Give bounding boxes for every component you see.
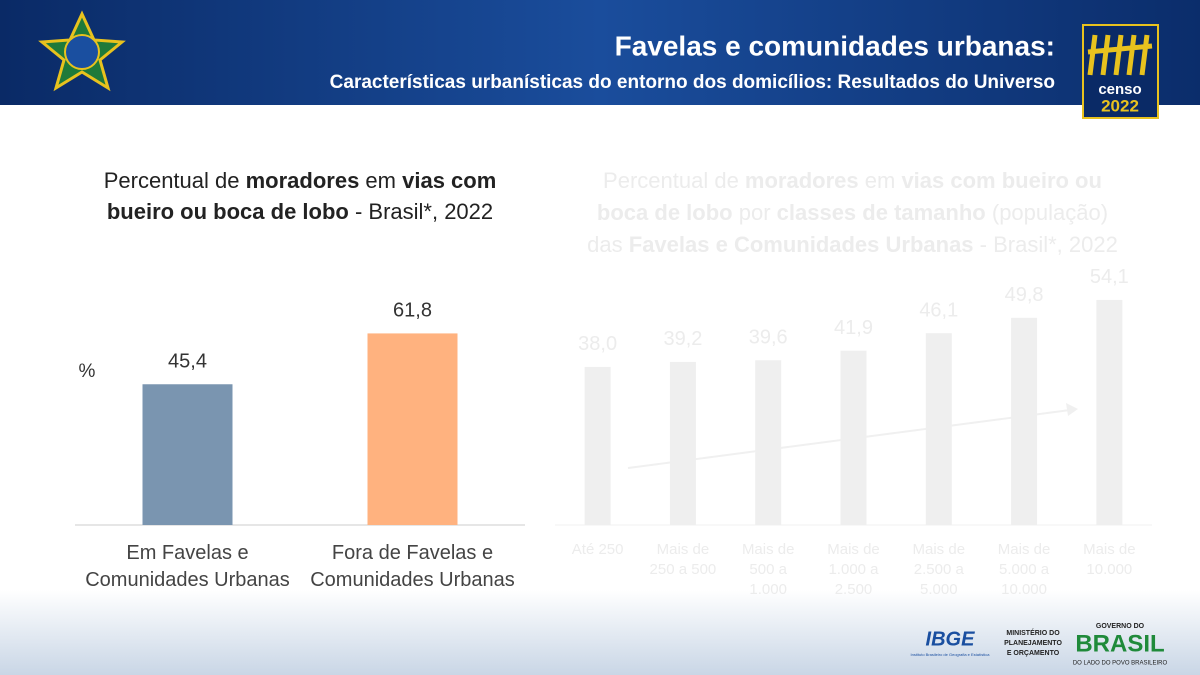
title-part: - Brasil*, 2022 <box>973 232 1118 257</box>
value-label: 39,6 <box>749 327 788 349</box>
value-label: 38,0 <box>578 333 617 355</box>
ibge-sub: Instituto Brasileiro de Geografia e Esta… <box>911 652 991 657</box>
title-part: Percentual de <box>603 168 745 193</box>
y-axis-label: % <box>79 361 96 382</box>
value-label: 46,1 <box>919 300 958 322</box>
ministry: E ORÇAMENTO <box>1007 650 1060 657</box>
x-tick-label: Mais de 250 a 500 <box>649 541 717 578</box>
bar <box>367 333 458 525</box>
logo-text: censo <box>1098 81 1141 98</box>
bar <box>584 366 611 525</box>
chart-title: Percentual de moradores em vias com buei… <box>580 165 1125 261</box>
value-label: 49,8 <box>1005 284 1044 306</box>
footer-logos: IBGE Instituto Brasileiro de Geografia e… <box>911 623 1168 667</box>
ibge-logo: IBGE <box>926 628 976 650</box>
ministry: PLANEJAMENTO <box>1004 640 1062 647</box>
title-part: vias com bueiro ou boca de lobo <box>596 168 1102 225</box>
title-part: classes de tamanho <box>776 200 986 225</box>
x-tick-label: Mais de 1.000 a 2.500 <box>827 541 880 598</box>
title-part: vias com bueiro ou boca de lobo <box>106 168 497 224</box>
logo-year: 2022 <box>1101 96 1139 115</box>
title-part: (população) das <box>587 200 1109 257</box>
x-tick-label: Em Favelas e Comunidades Urbanas <box>85 542 290 591</box>
title-part: Favelas e Comunidades Urbanas <box>628 232 974 257</box>
bar <box>1011 317 1038 525</box>
value-label: 61,8 <box>393 300 432 322</box>
title-part: Percentual de <box>103 168 246 193</box>
header-subtitle: Características urbanísticas do entorno … <box>330 72 1055 93</box>
gov-name: BRASIL <box>1075 630 1164 657</box>
header-title: Favelas e comunidades urbanas: <box>615 30 1055 61</box>
chart-title: Percentual de moradores em vias com buei… <box>80 165 520 227</box>
x-tick-label: Fora de Favelas e Comunidades Urbanas <box>310 542 515 591</box>
title-part: em <box>858 168 902 193</box>
bar <box>1096 299 1123 525</box>
bar <box>755 360 782 525</box>
value-label: 54,1 <box>1090 266 1129 288</box>
x-tick-label: Mais de 5.000 a 10.000 <box>997 541 1051 598</box>
title-part: em <box>359 168 403 193</box>
title-part: por <box>732 200 777 225</box>
x-tick-label: Até 250 <box>571 541 624 558</box>
bar <box>925 333 952 525</box>
gov-sub: DO LADO DO POVO BRASILEIRO <box>1073 661 1168 667</box>
x-tick-label: Mais de 10.000 <box>1083 541 1136 578</box>
censo-logo: censo 2022 <box>1082 24 1159 119</box>
value-label: 45,4 <box>168 351 207 373</box>
gov-top: GOVERNO DO <box>1096 623 1145 630</box>
value-label: 41,9 <box>834 317 873 339</box>
footer-band <box>0 590 1200 675</box>
title-part: moradores <box>744 168 859 193</box>
coat-of-arms <box>38 10 126 92</box>
bar <box>669 361 696 525</box>
value-label: 39,2 <box>663 328 702 350</box>
title-part: - Brasil*, 2022 <box>348 199 494 224</box>
x-tick-label: Mais de 2.500 a 5.000 <box>912 541 966 598</box>
ministry: MINISTÉRIO DO <box>1006 628 1060 637</box>
title-part: moradores <box>245 168 360 193</box>
bar <box>840 350 867 525</box>
header-band <box>0 0 1200 105</box>
bar <box>142 384 233 525</box>
x-tick-label: Mais de 500 a 1.000 <box>741 541 795 598</box>
